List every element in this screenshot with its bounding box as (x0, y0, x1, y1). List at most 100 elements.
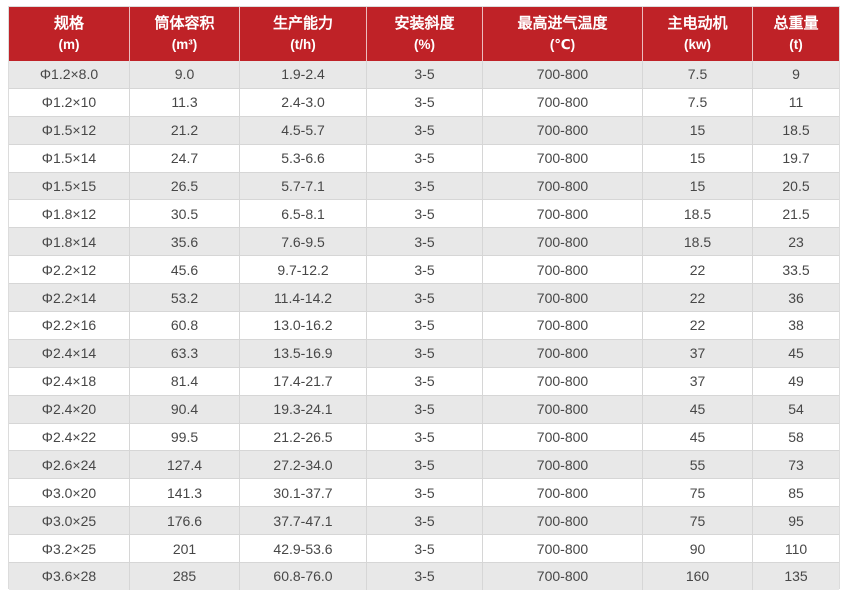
table-cell: 700-800 (483, 61, 643, 88)
table-cell: Φ2.6×24 (9, 451, 130, 479)
table-cell: 21.5 (782, 205, 810, 222)
table-row: Φ3.2×25 201 42.9-53.6 3-5 700-800 90 110 (9, 535, 839, 564)
table-cell: 700-800 (483, 284, 643, 312)
table-cell: 18.5 (782, 122, 810, 139)
table-row: Φ3.0×25 176.6 37.7-47.1 3-5 700-800 75 95 (9, 507, 839, 536)
table-cell: 700-800 (483, 395, 643, 423)
table-cell: 7.6-9.5 (240, 228, 367, 256)
table-cell: 15 (643, 172, 753, 200)
table-cell: 35.6 (130, 228, 240, 256)
table-cell: 7.5 (643, 61, 753, 88)
table-cell: 3-5 (367, 339, 483, 367)
table-cell: 3-5 (367, 479, 483, 507)
table-cell: 45 (643, 395, 753, 423)
table-cell: Φ2.4×20 (9, 395, 130, 423)
table-row: Φ3.6×28 285 60.8-76.0 3-5 700-800 160 135 (9, 563, 839, 590)
table-cell: 95 (788, 512, 804, 529)
table-cell: 3-5 (367, 423, 483, 451)
column-title: 筒体容积 (154, 15, 215, 33)
table-cell: 3-5 (367, 563, 483, 590)
column-title: 生产能力 (272, 15, 333, 33)
table-cell: 285 (130, 563, 240, 590)
table-cell: 22 (643, 256, 753, 284)
table-cell: Φ2.4×22 (9, 423, 130, 451)
column-header: 安装斜度 (%) (367, 7, 483, 61)
table-cell: 18.5 (643, 200, 753, 228)
table-cell: 5.7-7.1 (240, 172, 367, 200)
table-cell: 21.2 (130, 116, 240, 144)
table-cell: 11.3 (130, 88, 240, 116)
table-body: Φ1.2×8.0 9.0 1.9-2.4 3-5 700-800 7.5 9 Φ1.2×10 1… (9, 61, 839, 590)
table-cell: 3-5 (367, 535, 483, 563)
table-cell: 135 (784, 568, 808, 585)
table-row: Φ1.5×12 21.2 4.5-5.7 3-5 700-800 15 18.5 (9, 116, 839, 145)
table-cell: 75 (643, 507, 753, 535)
table-cell: 11 (788, 94, 804, 111)
table-row: Φ1.8×14 35.6 7.6-9.5 3-5 700-800 18.5 23 (9, 228, 839, 257)
table-cell: 15 (643, 116, 753, 144)
table-cell: 60.8-76.0 (240, 563, 367, 590)
table-cell: Φ1.2×10 (9, 88, 130, 116)
table-cell: 58 (788, 429, 804, 446)
table-cell: 700-800 (483, 507, 643, 535)
table-cell: 9.7-12.2 (240, 256, 367, 284)
table-cell: 45 (788, 345, 804, 362)
column-unit: (℃) (549, 37, 576, 53)
table-cell: Φ1.5×12 (9, 116, 130, 144)
table-cell: 4.5-5.7 (240, 116, 367, 144)
table-cell: 63.3 (130, 339, 240, 367)
table-cell: Φ2.4×18 (9, 367, 130, 395)
table-cell: 22 (643, 284, 753, 312)
table-cell: 201 (130, 535, 240, 563)
table-cell: 33.5 (782, 261, 810, 278)
table-row: Φ2.2×16 60.8 13.0-16.2 3-5 700-800 22 38 (9, 312, 839, 340)
column-title: 安装斜度 (394, 15, 455, 33)
table-cell: 160 (643, 563, 753, 590)
table-cell: 53.2 (130, 284, 240, 312)
table-cell: 45 (643, 423, 753, 451)
table-cell: 81.4 (130, 367, 240, 395)
table-cell: 90 (643, 535, 753, 563)
table-cell: Φ1.5×14 (9, 144, 130, 172)
table-cell: 700-800 (483, 88, 643, 116)
table-cell: 73 (788, 456, 804, 473)
table-cell: 3-5 (367, 116, 483, 144)
table-cell: 90.4 (130, 395, 240, 423)
table-cell: Φ1.8×14 (9, 228, 130, 256)
table-cell: 3-5 (367, 144, 483, 172)
column-title: 总重量 (773, 15, 819, 33)
table-cell: Φ2.2×16 (9, 312, 130, 339)
table-cell: 19.3-24.1 (240, 395, 367, 423)
column-header: 生产能力 (t/h) (240, 7, 367, 61)
table-cell: 6.5-8.1 (240, 200, 367, 228)
table-cell: 3-5 (367, 61, 483, 88)
table-cell: 9 (792, 66, 800, 83)
table-row: Φ2.4×20 90.4 19.3-24.1 3-5 700-800 45 54 (9, 395, 839, 424)
table-cell: 700-800 (483, 563, 643, 590)
table-cell: 30.1-37.7 (240, 479, 367, 507)
table-cell: 700-800 (483, 200, 643, 228)
table-cell: 13.0-16.2 (240, 312, 367, 339)
column-header: 筒体容积 (m³) (130, 7, 240, 61)
table-cell: 3-5 (367, 284, 483, 312)
table-row: Φ2.4×14 63.3 13.5-16.9 3-5 700-800 37 45 (9, 339, 839, 368)
table-row: Φ3.0×20 141.3 30.1-37.7 3-5 700-800 75 85 (9, 479, 839, 508)
table-cell: 3-5 (367, 88, 483, 116)
table-cell: 20.5 (782, 178, 810, 194)
table-row: Φ2.4×22 99.5 21.2-26.5 3-5 700-800 45 58 (9, 423, 839, 452)
table-row: Φ2.4×18 81.4 17.4-21.7 3-5 700-800 37 49 (9, 367, 839, 396)
table-cell: 5.3-6.6 (240, 144, 367, 172)
table-row: Φ1.2×10 11.3 2.4-3.0 3-5 700-800 7.5 11 (9, 88, 839, 117)
table-cell: Φ2.2×14 (9, 284, 130, 312)
table-cell: 11.4-14.2 (240, 284, 367, 312)
table-cell: 13.5-16.9 (240, 339, 367, 367)
table-cell: Φ2.4×14 (9, 339, 130, 367)
table-cell: 3-5 (367, 312, 483, 339)
column-title: 主电动机 (667, 15, 728, 33)
table-cell: 3-5 (367, 200, 483, 228)
table-cell: 110 (784, 540, 808, 557)
table-cell: 700-800 (483, 479, 643, 507)
table-row: Φ1.5×14 24.7 5.3-6.6 3-5 700-800 15 19.7 (9, 144, 839, 173)
equipment-spec-table: 规格 (m) 筒体容积 (m³) 生产能力 (t/h) 安装斜度 (%) 最高进气温度 (℃) 主电… (8, 6, 840, 590)
table-cell: 3-5 (367, 395, 483, 423)
